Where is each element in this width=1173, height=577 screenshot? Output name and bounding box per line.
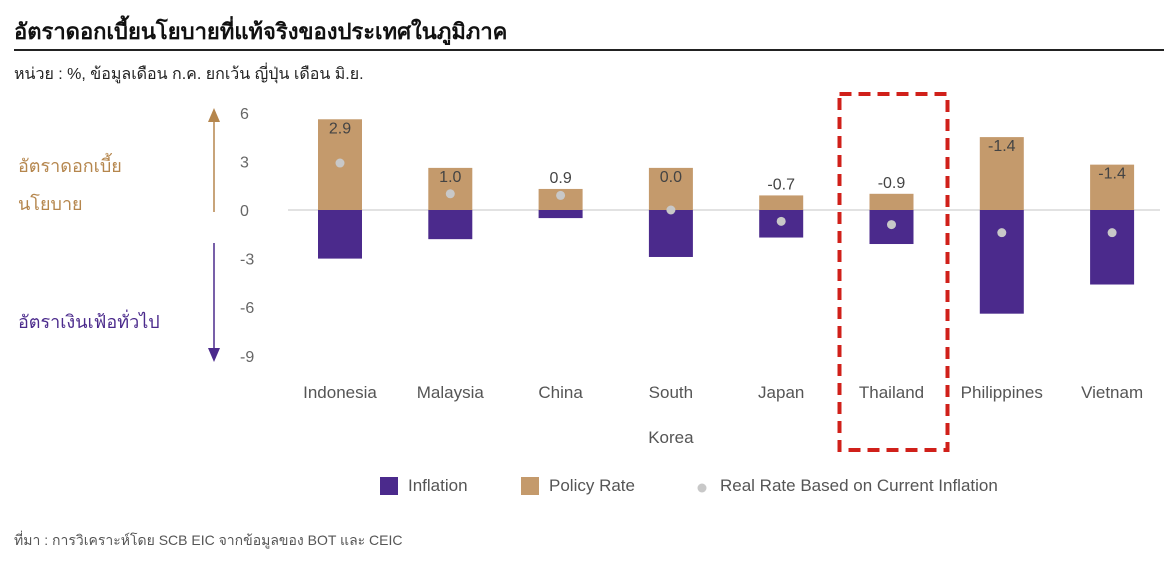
policy-rate-bar xyxy=(979,137,1024,210)
policy-rate-bar xyxy=(428,167,473,210)
category-label: Vietnam xyxy=(1081,383,1143,402)
real-rate-point xyxy=(776,216,786,226)
real-rate-point xyxy=(335,158,345,168)
y-tick-label: 3 xyxy=(240,154,249,171)
y-tick-label: -3 xyxy=(240,252,254,269)
up-arrow-head xyxy=(208,108,220,122)
real-rate-point xyxy=(887,220,896,230)
real-rate-point xyxy=(997,228,1007,238)
inflation-bar xyxy=(979,210,1024,314)
data-label: -0.7 xyxy=(767,176,795,193)
chart-subtitle: หน่วย : %, ข้อมูลเดือน ก.ค. ยกเว้น ญี่ปุ… xyxy=(14,66,364,83)
legend-policy-label: Policy Rate xyxy=(549,476,635,495)
category-label: Korea xyxy=(648,428,694,447)
legend-inflation-label: Inflation xyxy=(408,476,468,495)
legend-real-rate-marker xyxy=(697,483,707,493)
title-rule xyxy=(14,49,1164,51)
policy-rate-bar xyxy=(1090,164,1135,210)
data-label: -1.4 xyxy=(988,138,1016,155)
chart-title: อัตราดอกเบี้ยนโยบายที่แท้จริงของประเทศใน… xyxy=(14,19,508,44)
legend-inflation-swatch xyxy=(380,477,398,495)
data-label: -0.9 xyxy=(878,175,906,192)
category-label: Japan xyxy=(758,383,804,402)
category-label: South xyxy=(649,383,693,402)
data-label: -1.4 xyxy=(1098,166,1126,183)
policy-rate-bar xyxy=(648,167,693,210)
inflation-annotation: อัตราเงินเฟ้อทั่วไป xyxy=(18,309,160,332)
policy-rate-annotation-line2: นโยบาย xyxy=(18,193,83,214)
bars-layer xyxy=(318,119,1135,314)
y-tick-label: 0 xyxy=(240,203,249,220)
category-label: Indonesia xyxy=(303,383,377,402)
legend-real-rate-label: Real Rate Based on Current Inflation xyxy=(720,476,998,495)
category-label: Malaysia xyxy=(417,383,485,402)
source-note: ที่มา : การวิเคราะห์โดย SCB EIC จากข้อมู… xyxy=(14,532,403,548)
inflation-bar xyxy=(1090,210,1135,285)
category-label: Thailand xyxy=(859,383,924,402)
data-label: 2.9 xyxy=(329,120,351,137)
y-tick-label: -6 xyxy=(240,300,254,317)
real-rate-point xyxy=(445,189,455,199)
policy-rate-annotation-line1: อัตราดอกเบี้ย xyxy=(18,153,122,176)
inflation-bar xyxy=(538,210,583,219)
y-tick-label: -9 xyxy=(240,349,254,366)
real-rate-point xyxy=(1107,228,1117,238)
labels-layer: 2.9 Indonesia 1.0 Malaysia 0.9 China 0.0 South K… xyxy=(303,92,1143,452)
real-rate-point xyxy=(556,190,566,200)
data-label: 1.0 xyxy=(439,169,461,186)
inflation-bar xyxy=(648,210,693,257)
thailand-highlight-box xyxy=(837,92,950,452)
legend-policy-swatch xyxy=(521,477,539,495)
data-label: 0.0 xyxy=(660,169,682,186)
policy-rate-bar xyxy=(759,195,804,210)
y-tick-label: 6 xyxy=(240,106,249,123)
category-label: China xyxy=(538,383,583,402)
data-label: 0.9 xyxy=(549,170,571,187)
category-label: Philippines xyxy=(961,383,1043,402)
inflation-bar xyxy=(428,210,473,240)
inflation-bar xyxy=(318,210,362,259)
down-arrow-head xyxy=(208,348,220,362)
policy-rate-bar xyxy=(869,193,914,210)
real-rate-point xyxy=(666,205,676,215)
